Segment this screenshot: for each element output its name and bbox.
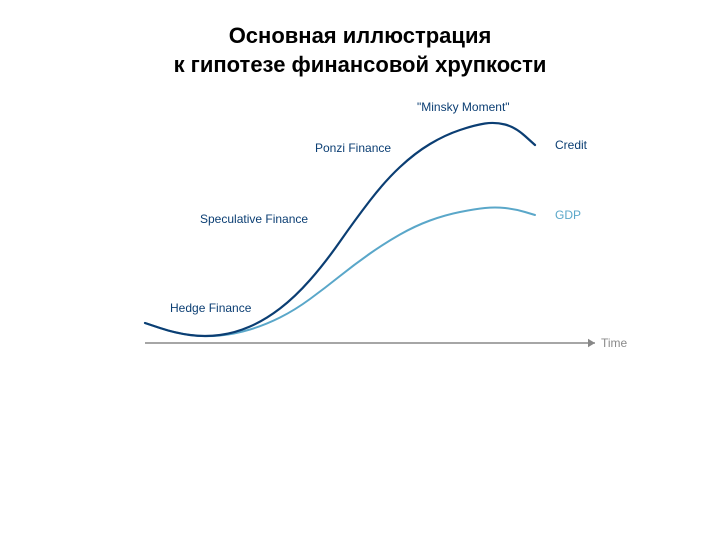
svg-text:Ponzi Finance: Ponzi Finance: [315, 141, 391, 155]
page-title: Основная иллюстрация к гипотезе финансов…: [0, 0, 720, 79]
svg-text:Hedge Finance: Hedge Finance: [170, 301, 252, 315]
svg-text:Speculative Finance: Speculative Finance: [200, 212, 308, 226]
minsky-chart: TimeCreditGDP"Minsky Moment"Ponzi Financ…: [135, 105, 605, 365]
svg-text:GDP: GDP: [555, 208, 581, 222]
title-line-2: к гипотезе финансовой хрупкости: [0, 51, 720, 80]
svg-text:Time: Time: [601, 336, 628, 350]
title-line-1: Основная иллюстрация: [0, 22, 720, 51]
svg-text:Credit: Credit: [555, 138, 588, 152]
chart-svg: TimeCreditGDP"Minsky Moment"Ponzi Financ…: [135, 105, 605, 365]
svg-text:"Minsky Moment": "Minsky Moment": [417, 100, 510, 114]
